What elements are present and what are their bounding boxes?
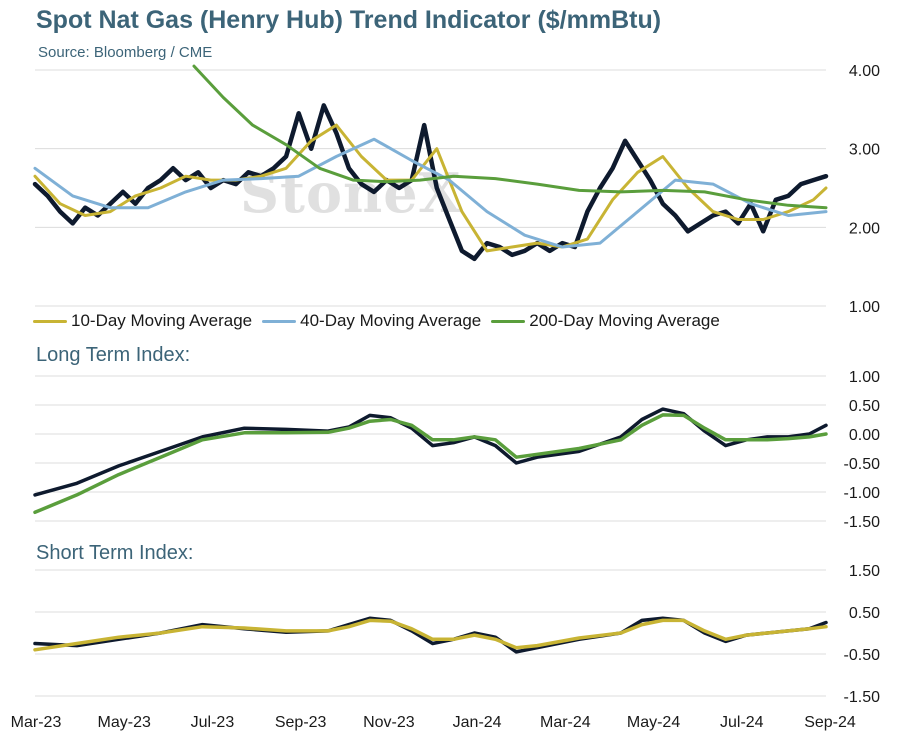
chart-title: Spot Nat Gas (Henry Hub) Trend Indicator… (36, 6, 662, 34)
legend: 10-Day Moving Average 40-Day Moving Aver… (33, 311, 720, 331)
series-line-short-1 (33, 618, 828, 652)
series-lines (32, 64, 829, 654)
y-tick-long-1: -1.00 (844, 485, 881, 502)
chart-source: Source: Bloomberg / CME (38, 44, 213, 61)
y-tick-short-1: -0.50 (844, 647, 881, 664)
y-tick-long-5: 1.00 (849, 369, 880, 386)
short-term-index-title: Short Term Index: (36, 542, 194, 564)
x-tick-7: May-24 (627, 714, 680, 731)
legend-swatch-ma200 (491, 319, 526, 323)
legend-label-ma200: 200-Day Moving Average (529, 311, 720, 330)
x-tick-3: Sep-23 (275, 714, 327, 731)
y-tick-long-3: 0.00 (849, 427, 880, 444)
long-term-index-title: Long Term Index: (36, 344, 191, 366)
legend-item-ma10: 10-Day Moving Average (33, 311, 252, 331)
y-tick-price-1: 2.00 (849, 220, 880, 237)
series-line-long-0 (33, 407, 828, 497)
x-tick-1: May-23 (98, 714, 151, 731)
y-tick-price-3: 4.00 (849, 63, 880, 80)
series-line-long-1 (33, 413, 828, 515)
legend-item-ma40: 40-Day Moving Average (262, 311, 481, 331)
x-tick-6: Mar-24 (540, 714, 591, 731)
y-tick-labels: 1.00 2.00 3.00 4.00 -1.50 -1.00 -0.50 0.00 0.50 1… (844, 63, 881, 706)
x-tick-9: Sep-24 (804, 714, 856, 731)
series-line-price-2 (33, 137, 828, 249)
y-tick-long-0: -1.50 (844, 514, 881, 531)
legend-label-ma40: 40-Day Moving Average (300, 311, 482, 330)
y-tick-price-0: 1.00 (849, 299, 880, 316)
x-tick-4: Nov-23 (363, 714, 415, 731)
y-tick-short-2: 0.50 (849, 605, 880, 622)
x-tick-5: Jan-24 (453, 714, 502, 731)
y-tick-short-3: 1.50 (849, 563, 880, 580)
y-tick-long-2: -0.50 (844, 456, 881, 473)
x-tick-labels: Mar-23 May-23 Jul-23 Sep-23 Nov-23 Jan-24 Mar-… (11, 714, 856, 731)
grid-lines (35, 69, 826, 697)
x-tick-2: Jul-23 (191, 714, 235, 731)
legend-swatch-ma40 (262, 319, 297, 323)
legend-label-ma10: 10-Day Moving Average (71, 311, 253, 330)
y-tick-price-2: 3.00 (849, 142, 880, 159)
legend-swatch-ma10 (33, 319, 67, 323)
y-tick-short-0: -1.50 (844, 689, 881, 706)
series-line-price-3 (192, 64, 828, 210)
series-line-price-1 (33, 123, 828, 253)
x-tick-0: Mar-23 (11, 714, 62, 731)
legend-item-ma200: 200-Day Moving Average (491, 311, 720, 331)
y-tick-long-4: 0.50 (849, 398, 880, 415)
x-tick-8: Jul-24 (720, 714, 764, 731)
